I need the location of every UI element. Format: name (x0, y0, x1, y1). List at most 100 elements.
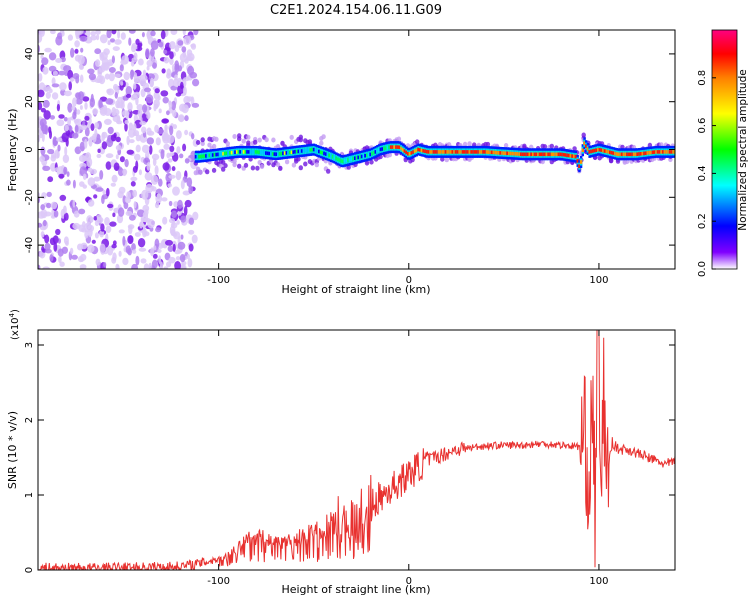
spectrogram-noise-speckle (57, 144, 61, 152)
spectrogram-noise-speckle (182, 143, 187, 152)
spectrogram-noise-speckle (153, 245, 157, 251)
spectrogram-noise-speckle (38, 264, 41, 269)
spectrogram-ridge-core (543, 152, 547, 157)
spectrogram-noise-speckle (146, 73, 155, 80)
spectrogram-noise-speckle (87, 167, 93, 173)
spectrogram-ridge-core (425, 149, 429, 154)
spectrogram-noise-speckle (155, 137, 161, 146)
spectrogram-halo-speckle (369, 159, 374, 165)
colorbar-label: Normalized spectral amplitude (737, 69, 749, 230)
spectrogram-ridge-core (465, 150, 468, 154)
spectrogram-noise-speckle (79, 64, 84, 70)
spectrogram-noise-speckle (132, 83, 137, 90)
spectrogram-noise-speckle (67, 34, 73, 41)
spectrogram-noise-speckle (148, 262, 152, 269)
spectrogram-noise-speckle (174, 249, 181, 255)
spectrogram-ridge-core (348, 157, 352, 162)
spectrogram-ridge-core (247, 150, 251, 154)
spectrogram-ridge-core (511, 151, 514, 156)
spectrogram-noise-speckle (39, 30, 45, 37)
spectrogram-noise-speckle (184, 115, 189, 122)
spectrogram-noise-speckle (40, 209, 48, 219)
spectrogram-noise-speckle (171, 210, 178, 218)
spectrogram-ridge-core (229, 151, 232, 155)
spectrogram-noise-speckle (41, 192, 47, 199)
spectrogram-ridge-core (629, 152, 632, 157)
spectrogram-halo-speckle (200, 137, 205, 143)
spectrogram-noise-speckle (179, 254, 186, 263)
spectrogram-noise-speckle (137, 109, 143, 118)
spectrogram-noise-speckle (87, 244, 95, 253)
spectrogram-noise-speckle (113, 132, 117, 139)
colorbar-tick-label: 0.8 (697, 70, 708, 86)
spectrogram-ridge-core (665, 150, 668, 154)
spectrogram-noise-speckle (142, 104, 148, 113)
spectrogram-noise-speckle (125, 86, 132, 96)
spectrogram-noise-speckle (86, 157, 93, 168)
spectrogram-ridge-core (345, 158, 348, 163)
spectrogram-ridge-core (350, 157, 353, 161)
spectrogram-ridge-core (235, 150, 239, 154)
spectrogram-ridge-core (413, 149, 417, 153)
spectrogram-ridge-core (232, 150, 235, 155)
spectrogram-noise-speckle (126, 149, 134, 155)
spectrogram-ridge-core (545, 152, 548, 157)
snr-xtick-label: -100 (207, 576, 230, 587)
spectrogram-noise-speckle (63, 205, 67, 214)
spectrogram-halo-speckle (232, 162, 237, 168)
spectrogram-ridge-core (670, 150, 673, 154)
spectrogram-noise-speckle (128, 122, 134, 131)
spectrogram-noise-speckle (132, 249, 137, 254)
spectrogram-noise-speckle (71, 106, 76, 111)
spectrogram-noise-speckle (135, 134, 141, 142)
spectrogram-noise-speckle (144, 172, 153, 181)
spectrogram-ridge-core (650, 150, 653, 155)
spectrogram-ridge-core (407, 151, 410, 156)
spectrogram-noise-speckle (124, 159, 129, 168)
spectrogram-noise-speckle (123, 71, 130, 81)
spectrogram-ridge-core (550, 152, 554, 157)
spectrogram-noise-speckle (96, 214, 102, 221)
spectrogram-ridge-core (660, 150, 663, 154)
spectrogram-xtick-label: 0 (406, 275, 412, 286)
figure-title: C2E1.2024.154.06.11.G09 (270, 3, 442, 18)
spectrogram-noise-speckle (53, 210, 59, 218)
spectrogram-noise-speckle (69, 247, 74, 255)
spectrogram-noise-speckle (44, 242, 51, 251)
spectrogram-ridge-core (432, 150, 436, 154)
spectrogram-ridge-core (194, 154, 198, 159)
spectrogram-noise-speckle (131, 57, 138, 63)
spectrogram-ridge-core (607, 150, 610, 154)
spectrogram-ridge-core (326, 152, 329, 157)
spectrogram-noise-speckle (90, 31, 97, 36)
snr-multiplier-close: ) (10, 309, 21, 313)
spectrogram-noise-speckle (77, 54, 85, 65)
spectrogram-ridge-core (521, 152, 525, 157)
spectrogram-noise-speckle (174, 45, 180, 52)
spectrogram-ridge-core (251, 150, 254, 154)
spectrogram-ridge-core (530, 152, 533, 157)
snr-xtick-label: 0 (406, 576, 412, 587)
spectrogram-ridge-core (393, 145, 396, 149)
spectrogram-noise-speckle (99, 170, 104, 180)
spectrogram-ridge-core (259, 150, 263, 155)
spectrogram-noise-speckle (182, 86, 187, 96)
spectrogram-ridge-core (239, 150, 242, 154)
spectrogram-noise-speckle (54, 167, 60, 172)
spectrogram-noise-speckle (117, 96, 123, 103)
spectrogram-ridge-core (412, 150, 415, 154)
spectrogram-ridge-core (431, 150, 434, 154)
spectrogram-noise-speckle (99, 243, 106, 254)
spectrogram-halo-speckle (211, 143, 217, 149)
spectrogram-halo-speckle (255, 165, 260, 171)
spectrogram-ridge-core (590, 149, 593, 154)
spectrogram-ridge-core (559, 152, 562, 157)
spectrogram-noise-speckle (82, 155, 86, 162)
spectrogram-noise-speckle (49, 254, 54, 262)
spectrogram-ridge-core (557, 152, 560, 157)
spectrogram-ylabel: Frequency (Hz) (6, 109, 19, 192)
spectrogram-noise-speckle (168, 101, 173, 109)
spectrogram-noise-speckle (66, 179, 71, 186)
spectrogram-noise-speckle (47, 176, 54, 183)
spectrogram-noise-speckle (150, 40, 159, 50)
